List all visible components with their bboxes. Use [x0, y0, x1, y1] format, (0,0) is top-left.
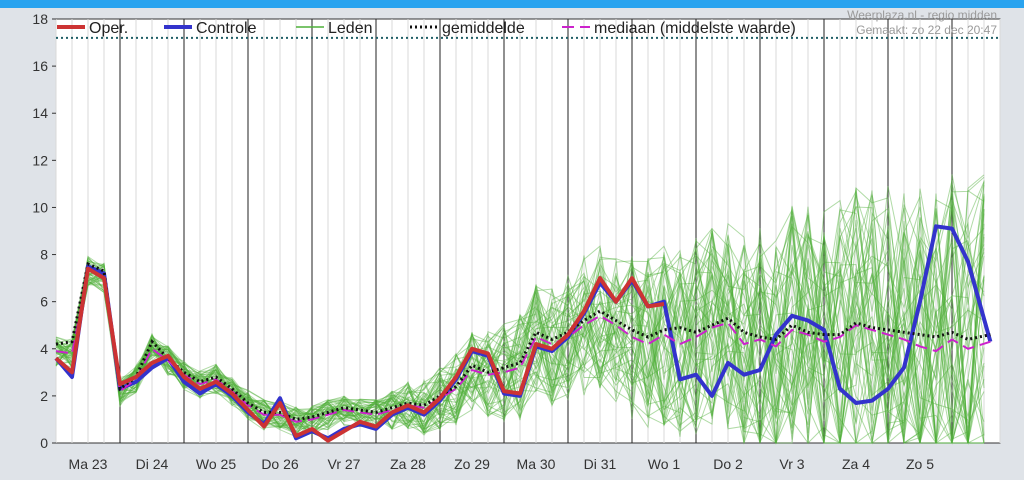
- y-tick-label: 8: [40, 247, 48, 263]
- legend-item-gemiddelde: gemiddelde: [410, 20, 525, 37]
- legend-item-controle: Controle: [164, 20, 257, 37]
- legend-label-controle: Controle: [196, 20, 257, 37]
- y-tick-label: 18: [32, 11, 48, 27]
- ensemble-member-line: [55, 195, 985, 445]
- x-tick-label: Vr 3: [779, 456, 804, 472]
- ensemble-member-line: [55, 186, 985, 444]
- legend-item-leden: Leden: [296, 20, 373, 37]
- ensemble-member-line: [55, 223, 985, 444]
- ensemble-member-line: [55, 196, 985, 444]
- y-tick-label: 4: [40, 341, 48, 357]
- ensemble-member-line: [55, 180, 985, 444]
- x-tick-label: Do 2: [713, 456, 743, 472]
- ensemble-member-line: [55, 210, 984, 444]
- y-tick-label: 14: [32, 105, 48, 121]
- ensemble-chart: 0 2 4 6 8 10 12 14 16 18 Ma 23 Di 24 Wo 25 Do 26 Vr 27…: [0, 8, 1024, 475]
- x-tick-label: Wo 1: [648, 456, 681, 472]
- x-tick-label: Di 24: [136, 456, 169, 472]
- ensemble-member-line: [55, 174, 985, 444]
- ensemble-member-line: [55, 213, 985, 445]
- y-tick-label: 2: [40, 388, 48, 404]
- series-line-gemiddelde: [55, 261, 991, 421]
- chart-container: 0 2 4 6 8 10 12 14 16 18 Ma 23 Di 24 Wo 25 Do 26 Vr 27…: [0, 8, 1024, 475]
- ensemble-member-line: [55, 198, 985, 445]
- ensemble-member-line: [55, 228, 985, 444]
- y-tick-label: 10: [32, 199, 48, 215]
- series-line-controle: [54, 224, 993, 441]
- x-tick-label: Do 26: [261, 456, 299, 472]
- ensemble-member-line: [55, 207, 985, 444]
- axes: 0 2 4 6 8 10 12 14 16 18 Ma 23 Di 24 Wo 25 Do 26 Vr 27…: [32, 11, 934, 472]
- legend-label-gemiddelde: gemiddelde: [442, 20, 525, 37]
- x-tick-label: Zo 29: [454, 456, 490, 472]
- ensemble-member-line: [55, 193, 985, 444]
- legend: Oper. Controle Leden gemiddelde mediaan …: [57, 20, 796, 37]
- ensemble-member-line: [55, 227, 985, 444]
- x-tick-label: Za 4: [842, 456, 870, 472]
- ensemble-member-line: [55, 190, 985, 444]
- x-tick-label: Wo 25: [196, 456, 236, 472]
- y-tick-label: 12: [32, 152, 48, 168]
- ensemble-member-line: [55, 219, 985, 444]
- ensemble-member-line: [55, 188, 985, 444]
- legend-item-mediaan: mediaan (middelste waarde): [562, 20, 796, 37]
- ensemble-member-line: [55, 236, 985, 444]
- legend-label-mediaan: mediaan (middelste waarde): [594, 20, 796, 37]
- credit-source: Weerplaza.nl - regio midden: [847, 8, 997, 22]
- ensemble-member-line: [55, 211, 985, 444]
- ensemble-member-line: [55, 207, 985, 445]
- ensemble-member-line: [55, 208, 984, 444]
- top-accent-bar: [0, 0, 1024, 8]
- credit-timestamp: Gemaakt: zo 22 dec 20:47: [856, 23, 997, 37]
- series-lines: [54, 224, 993, 443]
- ensemble-member-line: [55, 189, 985, 444]
- ensemble-member-line: [55, 195, 985, 438]
- legend-item-oper: Oper.: [57, 20, 128, 37]
- y-tick-label: 16: [32, 58, 48, 74]
- x-tick-label: Di 31: [584, 456, 617, 472]
- x-tick-label: Ma 30: [517, 456, 556, 472]
- x-tick-label: Za 28: [390, 456, 426, 472]
- y-tick-label: 6: [40, 294, 48, 310]
- ensemble-member-line: [55, 176, 985, 444]
- y-tick-label: 0: [40, 435, 48, 451]
- x-tick-label: Zo 5: [906, 456, 934, 472]
- ensemble-member-line: [55, 228, 985, 444]
- x-tick-label: Vr 27: [328, 456, 361, 472]
- legend-label-leden: Leden: [328, 20, 373, 37]
- ensemble-member-line: [55, 182, 985, 444]
- x-tick-label: Ma 23: [69, 456, 108, 472]
- ensemble-member-line: [55, 180, 985, 445]
- legend-label-oper: Oper.: [89, 20, 128, 37]
- series-line-oper: [54, 266, 665, 443]
- ensemble-member-line: [55, 211, 985, 437]
- ensemble-member-line: [55, 208, 985, 444]
- grid: [55, 19, 1001, 443]
